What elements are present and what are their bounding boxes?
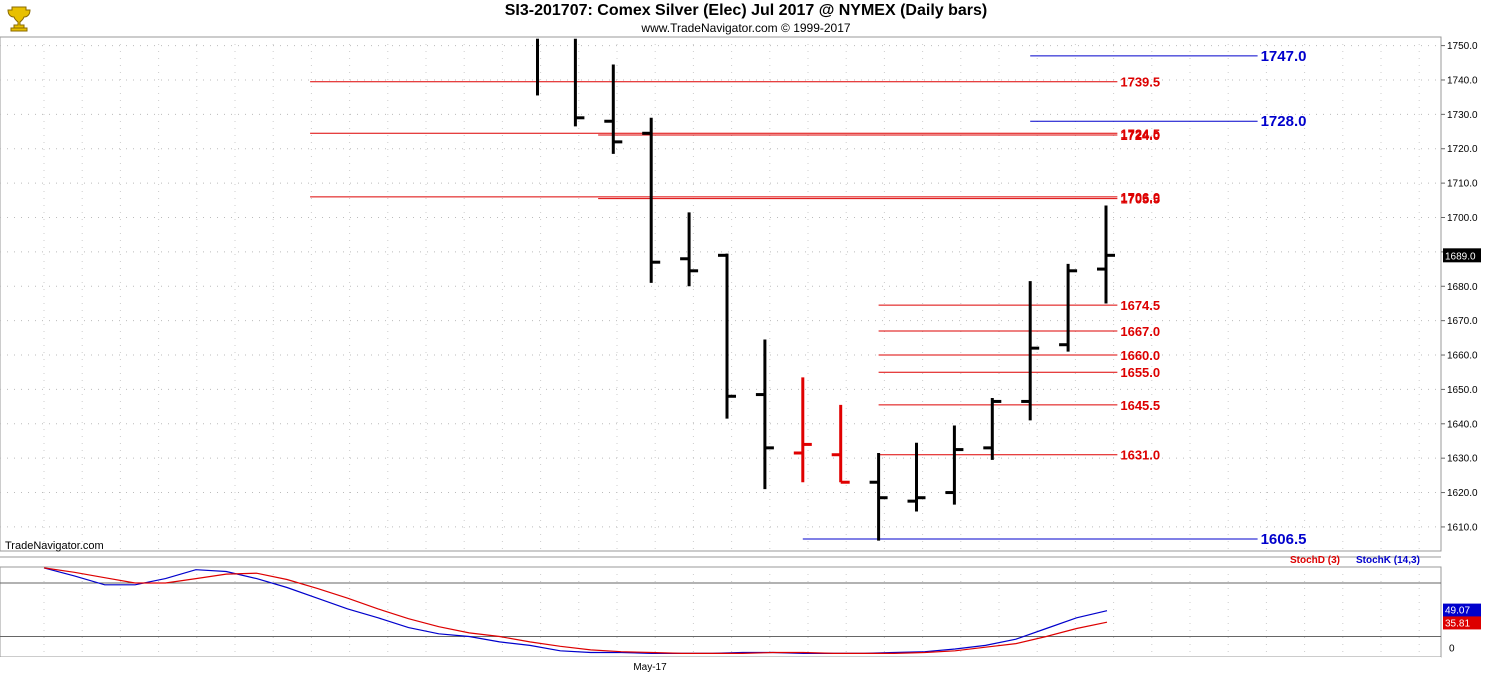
chart-subtitle: www.TradeNavigator.com © 1999-2017: [641, 21, 851, 35]
price-bars: [536, 38, 1115, 541]
legend-stoch-k: StochK (14,3): [1356, 555, 1420, 566]
level-label: 1705.5: [1120, 192, 1160, 207]
stoch-k-value-tag: [1443, 603, 1481, 617]
level-label: 1747.0: [1261, 48, 1307, 65]
level-label: 1674.5: [1120, 298, 1160, 313]
price-tick-label: 1630.0: [1447, 454, 1478, 465]
chart-header: SI3-201707: Comex Silver (Elec) Jul 2017…: [0, 0, 1492, 37]
last-price-tag: [1443, 248, 1481, 263]
level-label: 1728.0: [1261, 113, 1307, 130]
last-price-label: 1689.0: [1445, 251, 1476, 262]
x-axis-label-may: May-17: [633, 662, 667, 673]
level-label: 1645.5: [1120, 398, 1160, 413]
level-label: 1631.0: [1120, 448, 1160, 463]
price-tick-label: 1650.0: [1447, 385, 1478, 396]
oscillator-panel: [0, 566, 1442, 658]
price-tick-label: 1710.0: [1447, 179, 1478, 190]
oscillator-grid: [0, 567, 1441, 657]
price-tick-label: 1640.0: [1447, 419, 1478, 430]
price-tick-label: 1660.0: [1447, 351, 1478, 362]
panel-separator: [0, 552, 1492, 557]
trophy-icon: [7, 6, 31, 32]
price-tick-label: 1610.0: [1447, 522, 1478, 533]
watermark: TradeNavigator.com: [5, 540, 104, 552]
legend-stoch-d: StochD (3): [1290, 555, 1340, 566]
level-label: 1667.0: [1120, 324, 1160, 339]
stoch-d-value-label: 35.81: [1445, 618, 1470, 629]
stoch-k-value-label: 49.07: [1445, 606, 1470, 617]
price-tick-label: 1680.0: [1447, 282, 1478, 293]
oscillator-tick-label: 0: [1449, 643, 1455, 654]
chart-title: SI3-201707: Comex Silver (Elec) Jul 2017…: [504, 2, 988, 19]
stoch-k-line: [43, 567, 1108, 655]
price-panel: [0, 36, 1442, 552]
price-tick-label: 1720.0: [1447, 144, 1478, 155]
oscillator-lines: [43, 567, 1108, 655]
price-tick-label: 1740.0: [1447, 75, 1478, 86]
level-label: 1655.0: [1120, 365, 1160, 380]
x-axis-strip: [0, 657, 1441, 677]
level-label: 1606.5: [1261, 531, 1307, 548]
stoch-d-line: [43, 567, 1108, 655]
price-tick-label: 1750.0: [1447, 41, 1478, 52]
price-tick-label: 1730.0: [1447, 110, 1478, 121]
price-tick-label: 1700.0: [1447, 213, 1478, 224]
price-tick-label: 1670.0: [1447, 316, 1478, 327]
level-label: 1724.5: [1120, 126, 1160, 141]
level-label: 1660.0: [1120, 348, 1160, 363]
stoch-d-value-tag: [1443, 616, 1481, 630]
level-label: 1724.0: [1120, 128, 1160, 143]
price-axis: 1610.0 1620.0 1630.0 1640.0 1650.0 1660.0 1670…: [1441, 41, 1481, 533]
level-label: 1706.0: [1120, 190, 1160, 205]
level-label: 1739.5: [1120, 75, 1160, 90]
price-tick-label: 1620.0: [1447, 488, 1478, 499]
